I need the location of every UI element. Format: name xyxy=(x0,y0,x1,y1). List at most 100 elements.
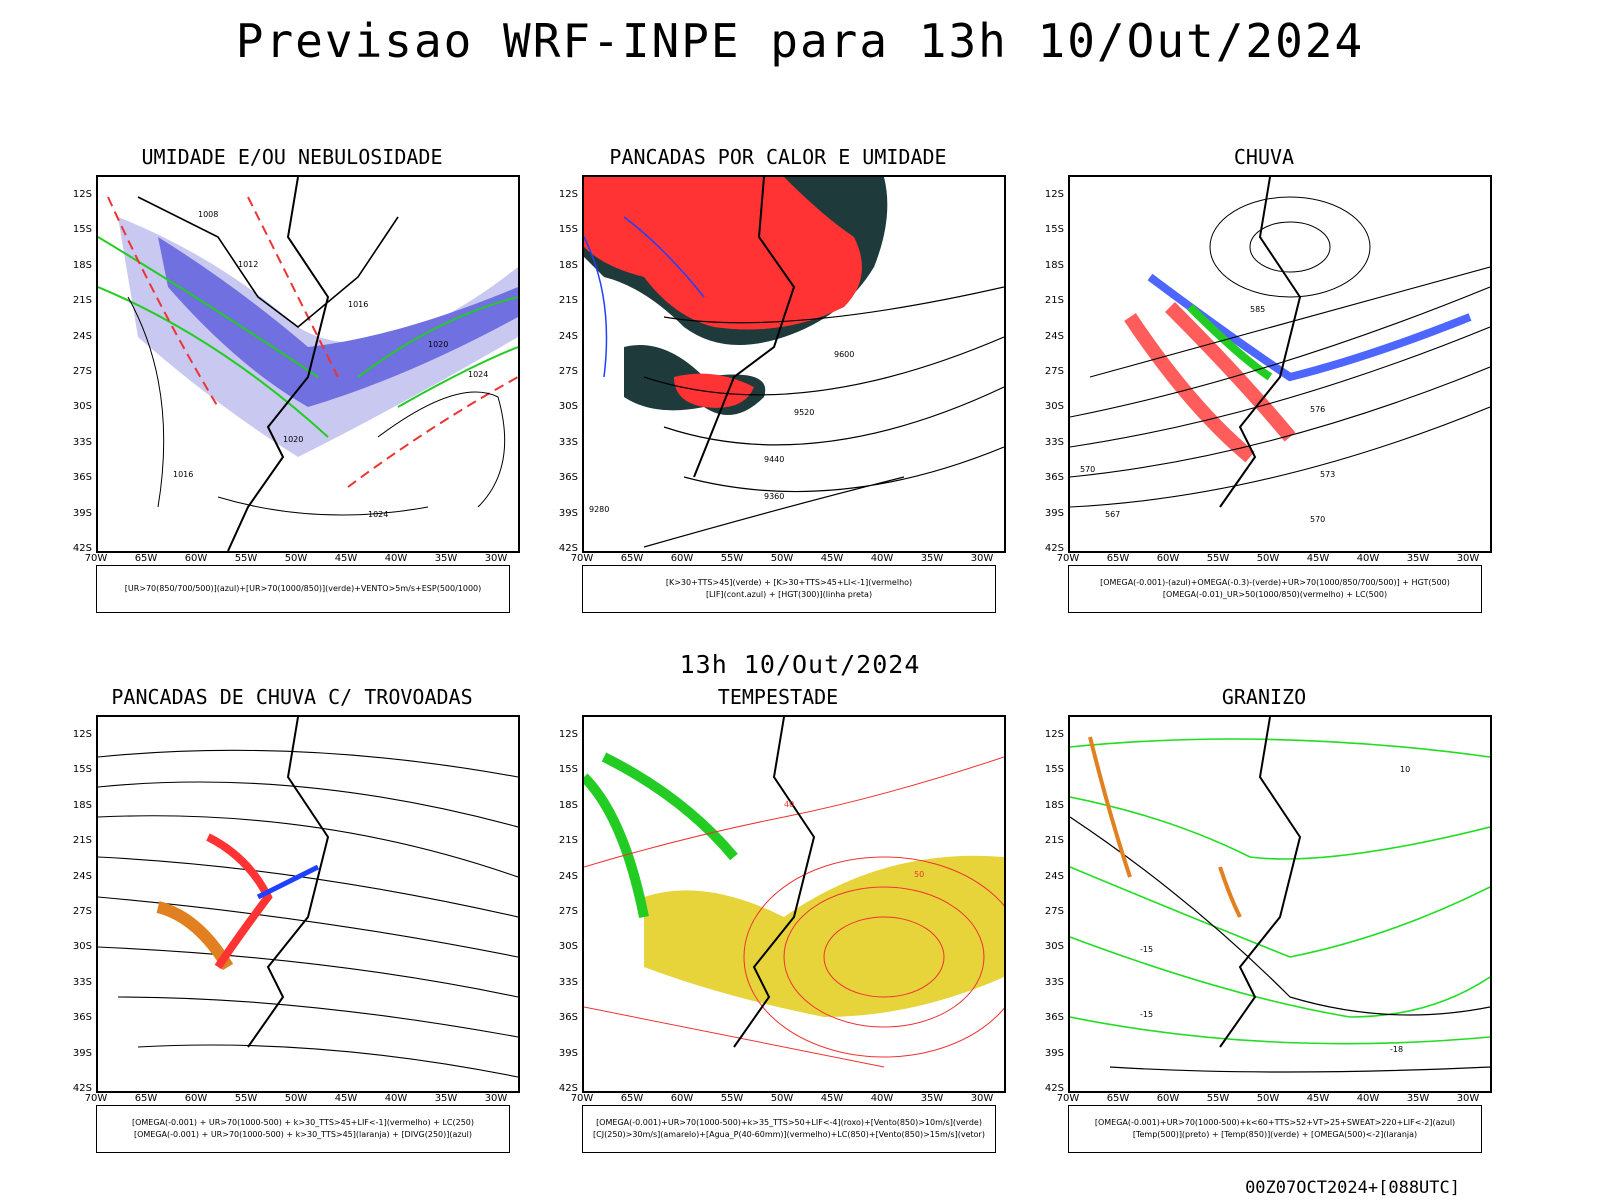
lat-tick-label: 30S xyxy=(1044,941,1064,953)
map-chuva: 576 573 570 567 570 585 xyxy=(1068,175,1492,553)
panel-title: GRANIZO xyxy=(1221,685,1307,709)
lat-tick-label: 18S xyxy=(1044,799,1064,811)
lat-tick-label: 36S xyxy=(1044,1012,1064,1024)
lat-tick-label: 39S xyxy=(72,507,92,519)
lat-tick-label: 27S xyxy=(1044,366,1064,377)
lon-tick-label: 40W xyxy=(384,1093,408,1104)
svg-text:9520: 9520 xyxy=(794,408,814,417)
lat-tick-label: 18S xyxy=(72,259,92,271)
panel-granizo: GRANIZO 10 -15 -15 -18 [OMEGA(-0.001)+UR>7… xyxy=(1024,685,1504,1185)
lon-tick-label: 60W xyxy=(184,553,208,564)
lat-tick-label: 33S xyxy=(1044,436,1064,448)
lat-tick-label: 42S xyxy=(1044,543,1064,554)
lon-tick-label: 55W xyxy=(720,553,744,564)
lon-tick-label: 40W xyxy=(1356,1093,1380,1104)
lat-tick-label: 36S xyxy=(72,1012,92,1024)
svg-text:1020: 1020 xyxy=(428,340,448,349)
svg-text:573: 573 xyxy=(1320,470,1335,479)
lon-tick-label: 70W xyxy=(84,1093,108,1104)
lat-tick-label: 15S xyxy=(1044,764,1064,776)
lat-tick-label: 12S xyxy=(558,189,578,200)
lat-tick-label: 27S xyxy=(558,906,578,917)
svg-text:1008: 1008 xyxy=(198,210,218,219)
lat-tick-label: 15S xyxy=(558,224,578,236)
lon-tick-label: 70W xyxy=(84,553,108,564)
svg-text:40: 40 xyxy=(784,800,794,809)
lon-tick-label: 50W xyxy=(284,553,308,564)
lon-tick-label: 35W xyxy=(1406,553,1430,564)
lon-tick-label: 70W xyxy=(570,1093,594,1104)
lat-tick-label: 21S xyxy=(72,835,92,847)
lat-tick-label: 30S xyxy=(1044,401,1064,413)
lat-tick-label: 27S xyxy=(72,906,92,917)
lon-tick-label: 40W xyxy=(870,1093,894,1104)
map-pancadas-trovoadas xyxy=(96,715,520,1093)
lat-tick-label: 30S xyxy=(72,941,92,953)
lon-tick-label: 55W xyxy=(234,553,258,564)
lon-tick-label: 30W xyxy=(484,1093,508,1104)
svg-text:570: 570 xyxy=(1310,515,1325,524)
svg-text:576: 576 xyxy=(1310,405,1325,414)
lon-tick-label: 30W xyxy=(484,553,508,564)
panel-legend: [K>30+TTS>45](verde) + [K>30+TTS>45+LI<-… xyxy=(582,565,996,613)
lon-tick-label: 65W xyxy=(620,553,644,564)
lat-tick-label: 21S xyxy=(1044,835,1064,847)
panel-umidade: UMIDADE E/OU NEBULOSIDADE 1008 1012 1016 1… xyxy=(52,145,532,645)
lat-tick-label: 15S xyxy=(1044,224,1064,236)
lat-tick-label: 12S xyxy=(72,729,92,740)
lat-tick-label: 12S xyxy=(1044,729,1064,740)
lon-tick-label: 65W xyxy=(1106,553,1130,564)
lat-tick-label: 42S xyxy=(72,543,92,554)
svg-text:9280: 9280 xyxy=(589,505,609,514)
lon-tick-label: 35W xyxy=(434,1093,458,1104)
lat-tick-label: 42S xyxy=(72,1083,92,1094)
lon-tick-label: 70W xyxy=(570,553,594,564)
lat-tick-label: 24S xyxy=(558,870,578,882)
svg-text:9360: 9360 xyxy=(764,492,784,501)
lon-tick-label: 50W xyxy=(1256,553,1280,564)
lon-tick-label: 40W xyxy=(870,553,894,564)
lon-tick-label: 45W xyxy=(334,1093,358,1104)
svg-text:10: 10 xyxy=(1400,765,1410,774)
lat-tick-label: 18S xyxy=(72,799,92,811)
lon-tick-label: 40W xyxy=(1356,553,1380,564)
lon-tick-label: 50W xyxy=(284,1093,308,1104)
lat-tick-label: 33S xyxy=(72,976,92,988)
lat-tick-label: 24S xyxy=(1044,330,1064,342)
lat-tick-label: 30S xyxy=(558,941,578,953)
lat-tick-label: 27S xyxy=(558,366,578,377)
lat-tick-label: 39S xyxy=(1044,507,1064,519)
svg-text:9600: 9600 xyxy=(834,350,854,359)
lon-tick-label: 50W xyxy=(770,553,794,564)
footer-run-info: 00Z07OCT2024+[088UTC] xyxy=(1245,1178,1460,1198)
svg-text:1016: 1016 xyxy=(348,300,368,309)
lon-tick-label: 60W xyxy=(670,1093,694,1104)
svg-text:1024: 1024 xyxy=(368,510,388,519)
lon-tick-label: 55W xyxy=(1206,1093,1230,1104)
lat-tick-label: 36S xyxy=(1044,472,1064,484)
lat-tick-label: 21S xyxy=(72,295,92,307)
lat-tick-label: 12S xyxy=(72,189,92,200)
lat-tick-label: 24S xyxy=(1044,870,1064,882)
panel-legend: [OMEGA(-0.001) + UR>70(1000-500) + k>30_… xyxy=(96,1105,510,1153)
map-tempestade: 40 50 xyxy=(582,715,1006,1093)
panel-title: PANCADAS POR CALOR E UMIDADE xyxy=(609,145,947,169)
lat-tick-label: 39S xyxy=(72,1047,92,1059)
lon-tick-label: 35W xyxy=(1406,1093,1430,1104)
lon-tick-label: 70W xyxy=(1056,553,1080,564)
lat-tick-label: 30S xyxy=(72,401,92,413)
lat-tick-label: 24S xyxy=(558,330,578,342)
lon-tick-label: 55W xyxy=(720,1093,744,1104)
lat-tick-label: 24S xyxy=(72,870,92,882)
panel-chuva: CHUVA 576 573 570 567 570 585 [OMEGA(-0.001… xyxy=(1024,145,1504,645)
lon-tick-label: 65W xyxy=(134,1093,158,1104)
svg-text:1016: 1016 xyxy=(173,470,193,479)
lat-tick-label: 18S xyxy=(558,799,578,811)
svg-text:567: 567 xyxy=(1105,510,1120,519)
svg-text:1024: 1024 xyxy=(468,370,488,379)
panel-title: CHUVA xyxy=(1233,145,1295,169)
panel-title: TEMPESTADE xyxy=(717,685,839,709)
lon-tick-label: 30W xyxy=(1456,1093,1480,1104)
svg-text:570: 570 xyxy=(1080,465,1095,474)
lon-tick-label: 60W xyxy=(1156,1093,1180,1104)
